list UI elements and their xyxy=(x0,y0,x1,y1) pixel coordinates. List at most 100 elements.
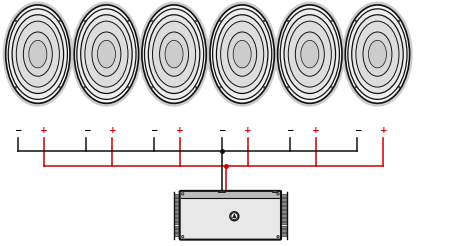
Ellipse shape xyxy=(165,40,183,68)
Text: −: − xyxy=(219,126,226,135)
Ellipse shape xyxy=(97,40,115,68)
Ellipse shape xyxy=(280,9,340,99)
Ellipse shape xyxy=(220,21,264,87)
Ellipse shape xyxy=(144,9,204,99)
Ellipse shape xyxy=(23,32,53,76)
Ellipse shape xyxy=(195,86,197,88)
Bar xyxy=(174,230,181,232)
Text: −: − xyxy=(14,126,22,135)
Ellipse shape xyxy=(8,9,68,99)
Ellipse shape xyxy=(85,21,128,87)
Ellipse shape xyxy=(295,32,324,76)
Ellipse shape xyxy=(195,20,197,22)
Text: +: + xyxy=(312,126,320,135)
Ellipse shape xyxy=(84,86,86,88)
Ellipse shape xyxy=(151,20,153,22)
Circle shape xyxy=(230,212,239,221)
Bar xyxy=(280,226,287,228)
Ellipse shape xyxy=(288,21,332,87)
Ellipse shape xyxy=(284,15,335,93)
Ellipse shape xyxy=(127,20,129,22)
Text: −: − xyxy=(150,126,158,135)
Ellipse shape xyxy=(331,86,333,88)
Bar xyxy=(174,214,181,217)
Bar xyxy=(174,222,181,224)
Ellipse shape xyxy=(29,40,47,68)
Text: +: + xyxy=(380,126,387,135)
Ellipse shape xyxy=(398,20,400,22)
Bar xyxy=(280,230,287,232)
Ellipse shape xyxy=(263,86,265,88)
Bar xyxy=(174,218,181,220)
Bar xyxy=(280,202,287,205)
Bar xyxy=(272,190,277,192)
Ellipse shape xyxy=(159,32,189,76)
Ellipse shape xyxy=(12,15,63,93)
Ellipse shape xyxy=(356,21,399,87)
Bar xyxy=(181,192,280,198)
Circle shape xyxy=(182,193,184,195)
Ellipse shape xyxy=(355,86,357,88)
Ellipse shape xyxy=(263,20,265,22)
Ellipse shape xyxy=(331,20,333,22)
Bar xyxy=(280,233,287,236)
Bar xyxy=(174,202,181,205)
Bar xyxy=(174,206,181,209)
Ellipse shape xyxy=(59,20,61,22)
Bar xyxy=(280,214,287,217)
Ellipse shape xyxy=(228,32,257,76)
Bar xyxy=(174,233,181,236)
Ellipse shape xyxy=(151,86,153,88)
Text: +: + xyxy=(109,126,116,135)
Ellipse shape xyxy=(127,86,129,88)
Ellipse shape xyxy=(363,32,392,76)
Ellipse shape xyxy=(149,15,200,93)
Ellipse shape xyxy=(217,15,268,93)
Text: +: + xyxy=(245,126,252,135)
Ellipse shape xyxy=(278,5,342,103)
Ellipse shape xyxy=(212,9,272,99)
Ellipse shape xyxy=(210,5,274,103)
Ellipse shape xyxy=(16,21,60,87)
Ellipse shape xyxy=(287,86,289,88)
Ellipse shape xyxy=(6,5,70,103)
Bar xyxy=(280,218,287,220)
Bar xyxy=(280,198,287,201)
Bar xyxy=(174,226,181,228)
Ellipse shape xyxy=(152,21,196,87)
Polygon shape xyxy=(233,214,236,218)
Bar xyxy=(174,210,181,213)
Bar xyxy=(280,194,287,197)
Ellipse shape xyxy=(142,5,206,103)
Ellipse shape xyxy=(301,40,319,68)
Circle shape xyxy=(182,235,184,238)
Ellipse shape xyxy=(352,15,403,93)
Text: +: + xyxy=(176,126,184,135)
Text: +: + xyxy=(40,126,48,135)
Ellipse shape xyxy=(348,9,407,99)
Ellipse shape xyxy=(15,86,17,88)
Text: −: − xyxy=(83,126,90,135)
Ellipse shape xyxy=(355,20,357,22)
Ellipse shape xyxy=(74,5,139,103)
Bar xyxy=(280,210,287,213)
Ellipse shape xyxy=(345,5,410,103)
Ellipse shape xyxy=(233,40,251,68)
Ellipse shape xyxy=(219,20,221,22)
Bar xyxy=(174,198,181,201)
Ellipse shape xyxy=(81,15,132,93)
Circle shape xyxy=(277,193,279,195)
Ellipse shape xyxy=(84,20,86,22)
Text: −: − xyxy=(286,126,294,135)
Bar xyxy=(219,190,225,192)
Text: −: − xyxy=(354,126,361,135)
Ellipse shape xyxy=(368,40,386,68)
Ellipse shape xyxy=(59,86,61,88)
Bar xyxy=(280,206,287,209)
FancyBboxPatch shape xyxy=(180,191,281,240)
Ellipse shape xyxy=(398,86,400,88)
Circle shape xyxy=(277,235,279,238)
Ellipse shape xyxy=(77,9,136,99)
Bar xyxy=(280,222,287,224)
Ellipse shape xyxy=(219,86,221,88)
